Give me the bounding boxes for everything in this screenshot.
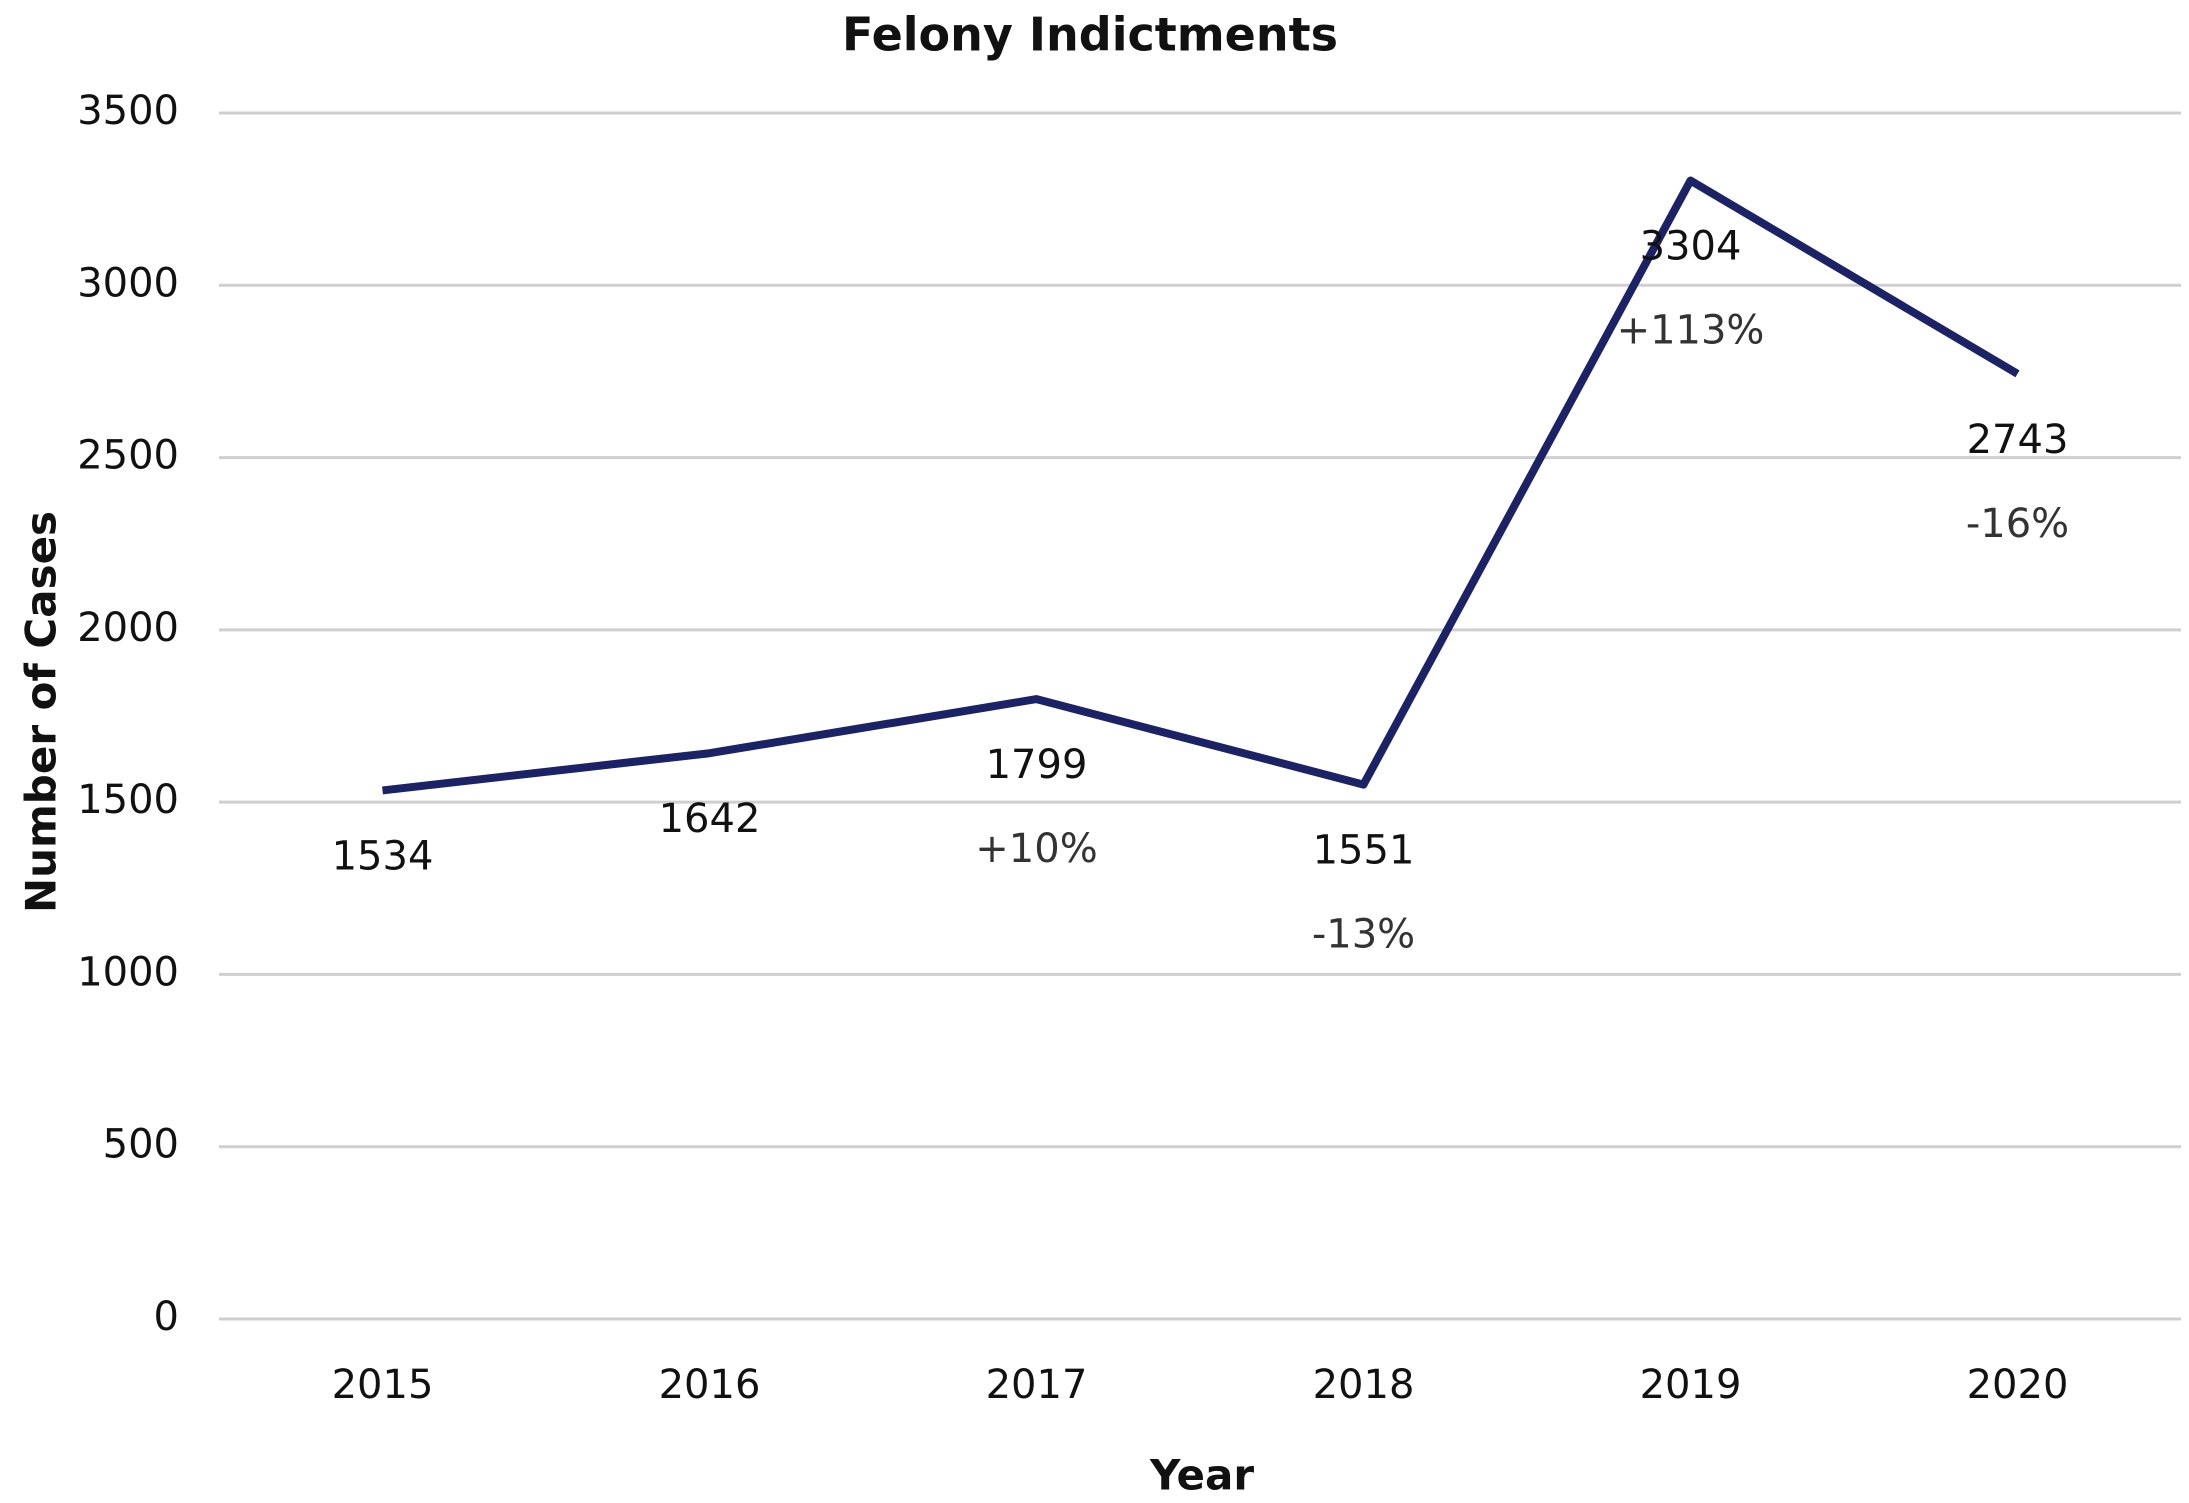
- y-tick-label: 2500: [77, 433, 179, 479]
- data-label: 2743: [1967, 417, 2069, 463]
- y-tick-label: 3500: [77, 88, 179, 134]
- change-label: +113%: [1617, 308, 1765, 354]
- x-tick-label: 2018: [1313, 1362, 1415, 1408]
- x-tick-label: 2015: [332, 1362, 434, 1408]
- x-tick-label: 2019: [1640, 1362, 1742, 1408]
- x-tick-label: 2020: [1967, 1362, 2069, 1408]
- y-tick-label: 1500: [77, 777, 179, 823]
- data-label: 1551: [1313, 828, 1415, 874]
- data-line: [382, 176, 2020, 795]
- data-label: 1642: [659, 796, 761, 842]
- x-tick-label: 2017: [986, 1362, 1088, 1408]
- data-label: 1799: [986, 742, 1088, 788]
- data-label: 1534: [332, 833, 434, 879]
- y-tick-label: 3000: [77, 260, 179, 306]
- change-label: +10%: [975, 826, 1097, 872]
- y-tick-label: 0: [154, 1294, 179, 1340]
- x-axis-title: Year: [1149, 1451, 1254, 1500]
- chart-title: Felony Indictments: [842, 8, 1338, 62]
- y-tick-label: 2000: [77, 605, 179, 651]
- y-axis-title: Number of Cases: [17, 511, 66, 913]
- x-tick-label: 2016: [659, 1362, 761, 1408]
- y-tick-label: 500: [103, 1122, 179, 1168]
- y-tick-label: 1000: [77, 949, 179, 995]
- change-label: -13%: [1312, 912, 1415, 958]
- change-label: -16%: [1966, 501, 2069, 547]
- data-label: 3304: [1640, 224, 1742, 270]
